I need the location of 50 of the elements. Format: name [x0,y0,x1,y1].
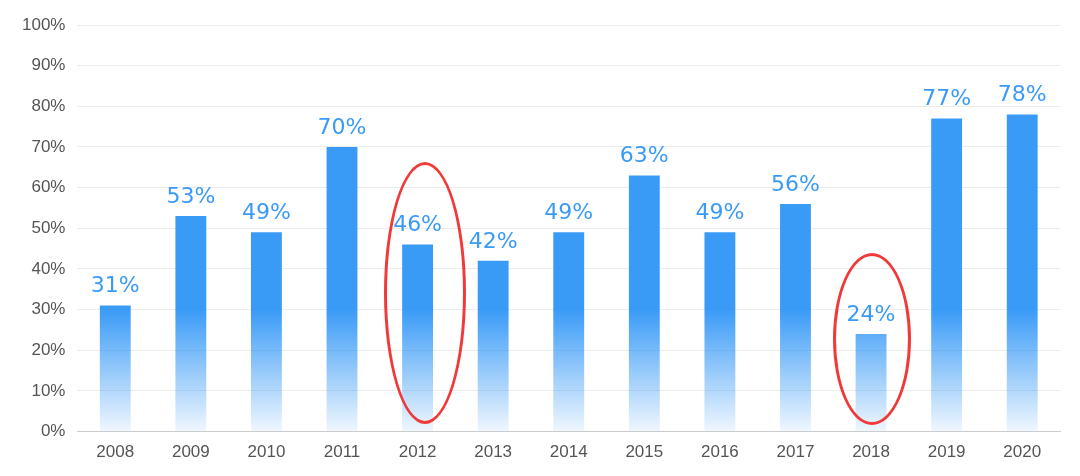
x-tick-label: 2020 [1003,442,1042,462]
x-tick-label: 2014 [549,442,588,462]
y-tick-label: 20% [31,339,66,359]
y-tick-label: 40% [31,258,66,278]
x-tick-label: 2018 [852,442,890,462]
y-tick-label: 90% [31,55,66,75]
x-tick-label: 2009 [171,442,210,462]
data-label: 49% [695,199,745,225]
bar [1006,114,1038,432]
x-tick-label: 2013 [474,442,513,462]
y-tick-label: 80% [31,96,66,116]
y-tick-label: 10% [31,380,66,400]
bar [326,146,358,432]
x-tick-label: 2010 [247,442,286,462]
x-tick-label: 2017 [776,442,815,462]
data-label: 63% [619,142,669,168]
x-tick-label: 2011 [323,442,361,462]
bar [855,334,887,432]
data-label: 49% [241,199,291,225]
data-label: 31% [90,272,140,298]
y-tick-label: 60% [31,177,66,197]
data-label: 77% [922,85,972,111]
bar [250,232,282,432]
bar [402,244,434,432]
data-label: 24% [846,300,896,326]
bar [931,118,963,432]
y-tick-label: 0% [40,421,66,441]
x-tick-label: 2012 [398,442,437,462]
y-tick-label: 30% [31,299,66,319]
data-label: 42% [468,227,518,253]
bar [628,175,660,432]
data-label: 56% [771,170,820,196]
bar [477,260,509,432]
y-tick-label: 50% [31,217,66,237]
data-label: 78% [997,81,1047,107]
bar [704,232,736,432]
x-tick-label: 2008 [96,442,135,462]
bar [99,305,131,432]
y-tick-label: 100% [22,14,66,34]
bar [780,203,811,432]
x-tick-label: 2016 [700,442,739,462]
data-label: 46% [393,211,443,237]
x-tick-label: 2015 [625,442,664,462]
data-label: 53% [166,182,216,208]
data-label: 49% [544,199,594,225]
data-label: 70% [317,113,367,139]
x-tick-label: 2019 [927,442,966,462]
bar [175,216,207,432]
y-tick-label: 70% [31,136,66,156]
bar [553,232,585,432]
